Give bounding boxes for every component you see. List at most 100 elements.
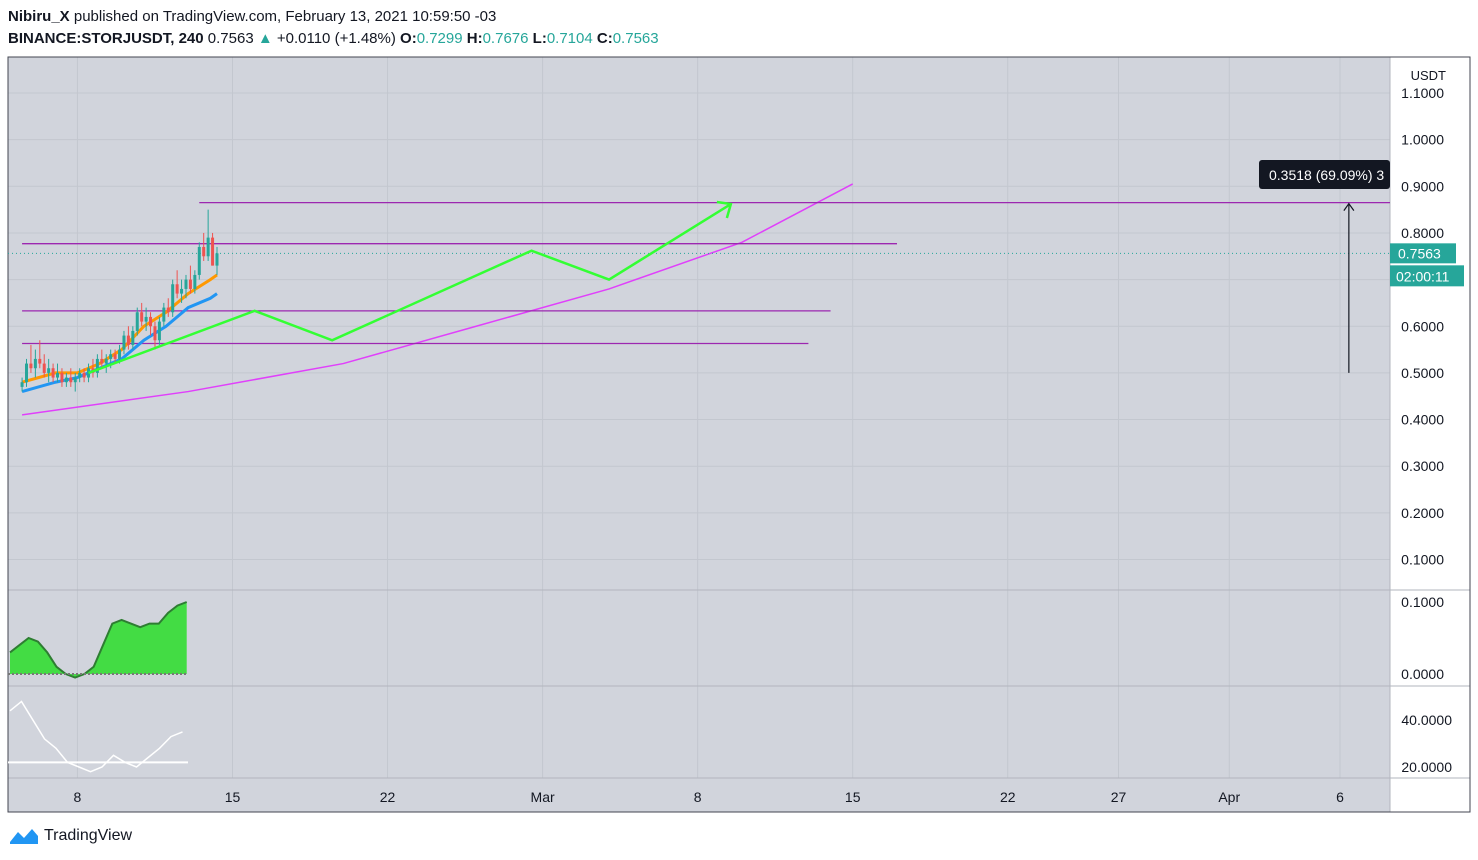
candle-body — [100, 358, 104, 364]
countdown-label: 02:00:11 — [1396, 268, 1450, 284]
candle-body — [87, 368, 91, 378]
candle-body — [56, 372, 60, 378]
candle — [197, 242, 201, 280]
projection-path — [88, 202, 732, 375]
time-tick-label: 22 — [1000, 789, 1016, 805]
high-value: 0.7676 — [482, 30, 529, 47]
osc1-line — [9, 601, 188, 679]
candle — [122, 330, 126, 355]
candle — [29, 344, 33, 373]
candle-body — [175, 284, 179, 294]
symbol-label[interactable]: BINANCE:STORJUSDT, 240 — [8, 30, 204, 47]
candle — [140, 302, 144, 327]
price-tick-label: 0.3000 — [1401, 458, 1444, 474]
candle-body — [25, 363, 29, 383]
footer-brand[interactable]: TradingView — [8, 826, 132, 846]
candle — [184, 274, 188, 299]
candle-body — [69, 377, 73, 383]
candle-body — [135, 312, 139, 331]
time-tick-label: 15 — [845, 789, 861, 805]
price-tick-label: 0.9000 — [1401, 178, 1444, 194]
candle-body — [131, 330, 135, 345]
osc1-tick-label: 0.0000 — [1401, 666, 1444, 682]
candle-body — [197, 246, 201, 275]
candle — [215, 246, 219, 275]
candle-body — [166, 307, 170, 313]
projection-arrowhead — [716, 200, 733, 219]
candle — [153, 321, 157, 350]
price-change: +0.0110 (+1.48%) — [276, 30, 396, 47]
candle — [82, 368, 86, 383]
price-chart[interactable]: USDT1.10001.00000.90000.80000.70000.6000… — [0, 0, 1478, 820]
candle — [51, 363, 55, 383]
candle-body — [42, 363, 46, 373]
osc2-tick-label: 40.0000 — [1401, 712, 1452, 728]
price-tick-label: 0.2000 — [1401, 505, 1444, 521]
candle-body — [29, 363, 33, 369]
candle — [38, 340, 42, 369]
candle — [64, 372, 68, 387]
candle — [42, 354, 46, 378]
price-axis-background — [1390, 57, 1470, 812]
measure-arrowhead — [1343, 202, 1355, 211]
time-tick-label: 15 — [225, 789, 241, 805]
candle — [157, 316, 161, 345]
author-name[interactable]: Nibiru_X — [8, 8, 70, 25]
candle-body — [73, 377, 77, 383]
price-tick-label: 0.1000 — [1401, 552, 1444, 568]
candle — [33, 349, 37, 378]
candle — [25, 358, 29, 387]
currency-label: USDT — [1411, 68, 1446, 83]
high-label: H: — [466, 30, 483, 47]
publish-line: Nibiru_X published on TradingView.com, F… — [8, 6, 659, 28]
candle-body — [144, 316, 148, 322]
growth-curve — [21, 183, 854, 416]
low-label: L: — [532, 30, 547, 47]
candle-body — [215, 253, 219, 266]
osc2-line — [9, 700, 183, 773]
candle-body — [206, 237, 210, 257]
candle — [131, 326, 135, 350]
ohlc-line: BINANCE:STORJUSDT, 240 0.7563 ▲ +0.0110 … — [8, 28, 659, 50]
candle-body — [60, 372, 64, 383]
candle-body — [51, 368, 55, 378]
candle — [180, 279, 184, 303]
candle-body — [140, 312, 144, 322]
time-tick-label: 8 — [694, 789, 702, 805]
countdown-badge — [1390, 265, 1464, 287]
candle — [60, 368, 64, 387]
time-tick-label: 27 — [1111, 789, 1127, 805]
time-tick-label: Mar — [531, 789, 555, 805]
candle — [47, 358, 51, 383]
candle-body — [64, 377, 68, 383]
chart-frame — [7, 56, 1471, 813]
chart-header: Nibiru_X published on TradingView.com, F… — [8, 6, 659, 50]
candle-body — [20, 382, 24, 387]
candle — [126, 326, 130, 350]
candle-body — [118, 349, 122, 359]
candle — [175, 270, 179, 299]
osc1-tick-label: 0.1000 — [1401, 594, 1444, 610]
candle — [69, 368, 73, 387]
price-tick-label: 0.5000 — [1401, 365, 1444, 381]
candle-body — [193, 274, 197, 289]
time-tick-label: 6 — [1336, 789, 1344, 805]
candle-body — [149, 316, 153, 327]
candle — [113, 349, 117, 364]
candle-body — [180, 288, 184, 294]
close-value: 0.7563 — [612, 30, 659, 47]
last-price-badge-label: 0.7563 — [1398, 245, 1441, 261]
osc1-area — [10, 602, 187, 678]
close-label: C: — [596, 30, 613, 47]
time-tick-label: Apr — [1218, 789, 1240, 805]
candle-body — [122, 335, 126, 350]
candle-body — [82, 372, 86, 378]
candle-body — [113, 354, 117, 359]
candle — [144, 307, 148, 331]
candle — [135, 307, 139, 336]
open-label: O: — [400, 30, 417, 47]
candle — [206, 209, 210, 261]
candle — [95, 354, 99, 378]
price-tick-label: 0.4000 — [1401, 412, 1444, 428]
candle-body — [188, 279, 192, 289]
